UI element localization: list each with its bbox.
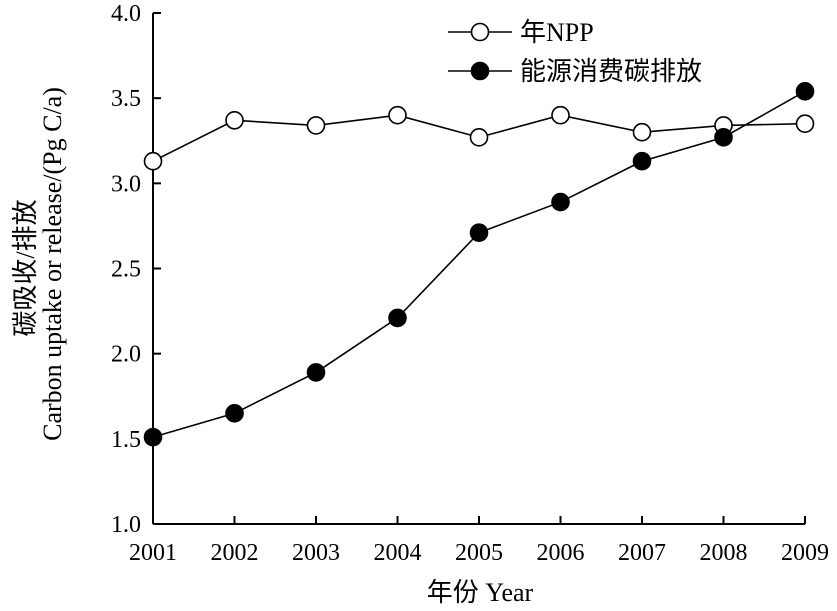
data-point	[143, 427, 163, 447]
series-2	[143, 82, 815, 447]
data-point	[306, 116, 326, 135]
legend-marker	[470, 22, 490, 42]
y-tick-label: 1.5	[111, 427, 141, 453]
data-point	[551, 192, 570, 212]
axes: 1.0 1.5 2.0 2.5 3.0 3.5 4.0 2001 2002 2003 2004 200…	[111, 1, 829, 566]
data-point	[225, 403, 244, 423]
data-point	[469, 128, 489, 147]
x-axis-title: 年份 Year	[427, 578, 534, 607]
y-tick-label: 1.0	[111, 512, 141, 538]
y-tick-label: 4.0	[111, 1, 141, 27]
data-point	[388, 105, 407, 125]
y-axis-title-english: Carbon uptake or release/(Pg C/a)	[38, 87, 67, 441]
data-point	[795, 114, 815, 134]
data-point	[551, 105, 570, 125]
y-axis-title-chinese: 碳吸收/排放	[11, 199, 40, 336]
legend-label: 能源消费碳排放	[520, 57, 702, 86]
x-tick-label: 2005	[455, 540, 503, 566]
x-tick-label: 2009	[781, 540, 829, 566]
x-tick-label: 2008	[700, 540, 748, 566]
data-point	[469, 223, 489, 243]
legend-label: 年NPP	[520, 18, 594, 47]
y-tick-label: 3.5	[111, 86, 141, 112]
x-tick-label: 2003	[292, 540, 340, 566]
data-point	[306, 363, 326, 382]
series-layer	[143, 82, 815, 447]
legend-marker	[470, 61, 490, 81]
data-point	[714, 128, 733, 147]
x-tick-label: 2004	[374, 540, 422, 566]
x-tick-label: 2007	[618, 540, 666, 566]
data-point	[225, 111, 244, 130]
data-point	[795, 82, 815, 101]
data-point	[388, 308, 407, 328]
x-tick-label: 2006	[537, 540, 585, 566]
data-point	[632, 122, 652, 142]
data-point	[143, 151, 163, 171]
y-tick-label: 2.0	[111, 342, 141, 368]
series-1	[143, 105, 815, 171]
y-tick-label: 3.0	[111, 171, 141, 197]
x-tick-label: 2001	[129, 540, 177, 566]
y-tick-label: 2.5	[111, 257, 141, 283]
legend: 年NPP 能源消费碳排放	[448, 18, 702, 86]
x-tick-label: 2002	[211, 540, 259, 566]
data-point	[632, 151, 652, 171]
